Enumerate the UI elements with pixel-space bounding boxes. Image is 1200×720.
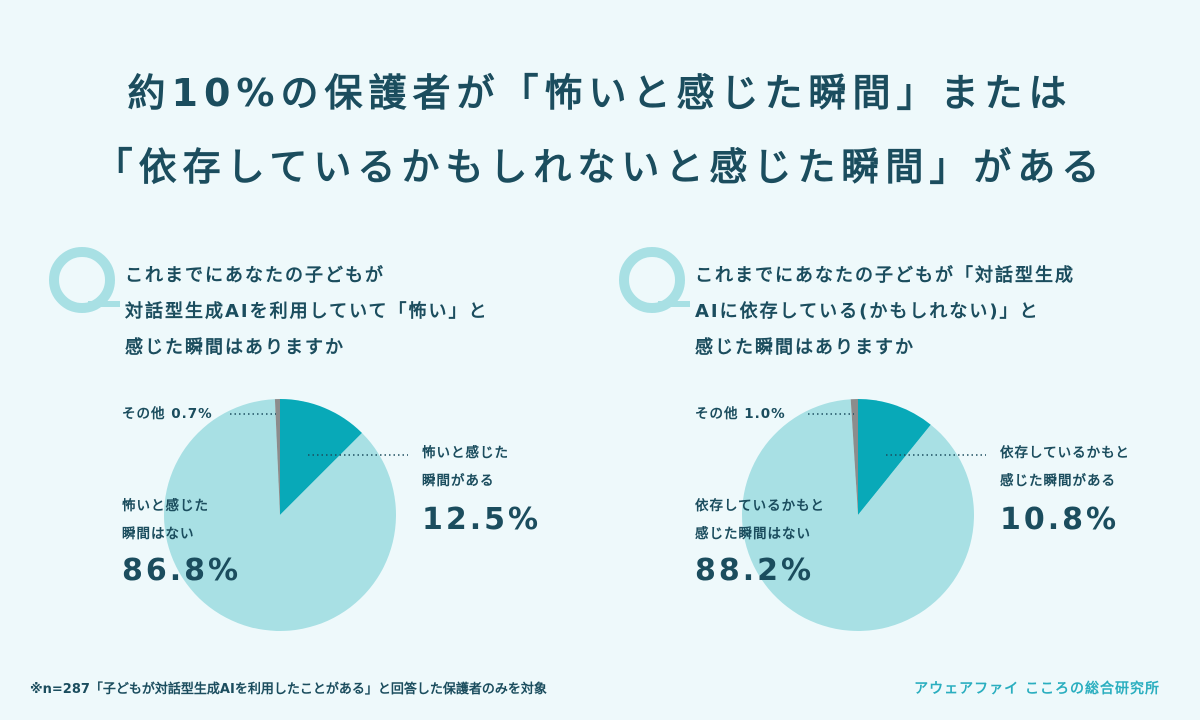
slice-no [742,399,974,631]
chart-panel-dependence: これまでにあなたの子どもが「対話型生成 AIに依存している(かもしれない)」と … [600,240,1180,650]
question-line: 感じた瞬間はありますか [125,337,345,358]
pie-chart [164,399,408,631]
source-credit: アウェアファイ こころの総合研究所 [914,681,1160,697]
label-line: 感じた瞬間はない [695,526,811,542]
chart-panel-fear: これまでにあなたの子どもが 対話型生成AIを利用していて「怖い」と 感じた瞬間は… [30,240,610,650]
question-line: 対話型生成AIを利用していて「怖い」と [125,301,489,322]
label-line: 依存しているかもと [1000,445,1130,461]
slice-yes [280,399,363,515]
question-line: AIに依存している(かもしれない)」と [695,301,1040,322]
slice-yes [858,399,931,515]
label-line: 瞬間がある [422,473,495,489]
label-line: 瞬間はない [122,526,195,542]
other-label: その他 1.0% [695,406,786,422]
no-label: 怖いと感じた 瞬間はない [122,492,209,548]
label-line: 依存しているかもと [695,498,825,514]
footnote: ※n=287「子どもが対話型生成AIを利用したことがある」と回答した保護者のみを… [30,682,547,697]
label-line: 感じた瞬間がある [1000,473,1116,489]
question-line: 感じた瞬間はありますか [695,337,915,358]
slice-other [850,399,858,515]
yes-value: 12.5% [422,502,542,537]
question-text: これまでにあなたの子どもが 対話型生成AIを利用していて「怖い」と 感じた瞬間は… [125,258,489,366]
yes-label: 依存しているかもと 感じた瞬間がある [1000,439,1130,495]
question-line: これまでにあなたの子どもが「対話型生成 [695,265,1075,286]
headline-line-1: 約10%の保護者が「怖いと感じた瞬間」または [127,71,1073,115]
headline-line-2: 「依存しているかもしれないと感じた瞬間」がある [94,145,1106,189]
question-text: これまでにあなたの子どもが「対話型生成 AIに依存している(かもしれない)」と … [695,258,1075,366]
q-icon [619,247,690,313]
question-line: これまでにあなたの子どもが [125,265,385,286]
yes-label: 怖いと感じた 瞬間がある [422,439,509,495]
q-icon [49,247,120,313]
yes-value: 10.8% [1000,502,1120,537]
label-line: 怖いと感じた [422,445,509,461]
slice-other [274,399,280,515]
no-label: 依存しているかもと 感じた瞬間はない [695,492,825,548]
slice-no [164,399,396,631]
label-line: 怖いと感じた [122,498,209,514]
no-value: 86.8% [122,553,242,588]
other-label: その他 0.7% [122,406,213,422]
pie-chart [742,399,986,631]
no-value: 88.2% [695,553,815,588]
